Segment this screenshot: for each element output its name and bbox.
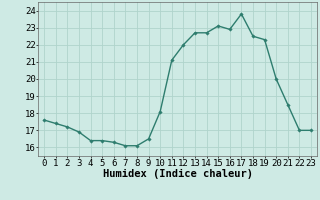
X-axis label: Humidex (Indice chaleur): Humidex (Indice chaleur) [103, 169, 252, 179]
